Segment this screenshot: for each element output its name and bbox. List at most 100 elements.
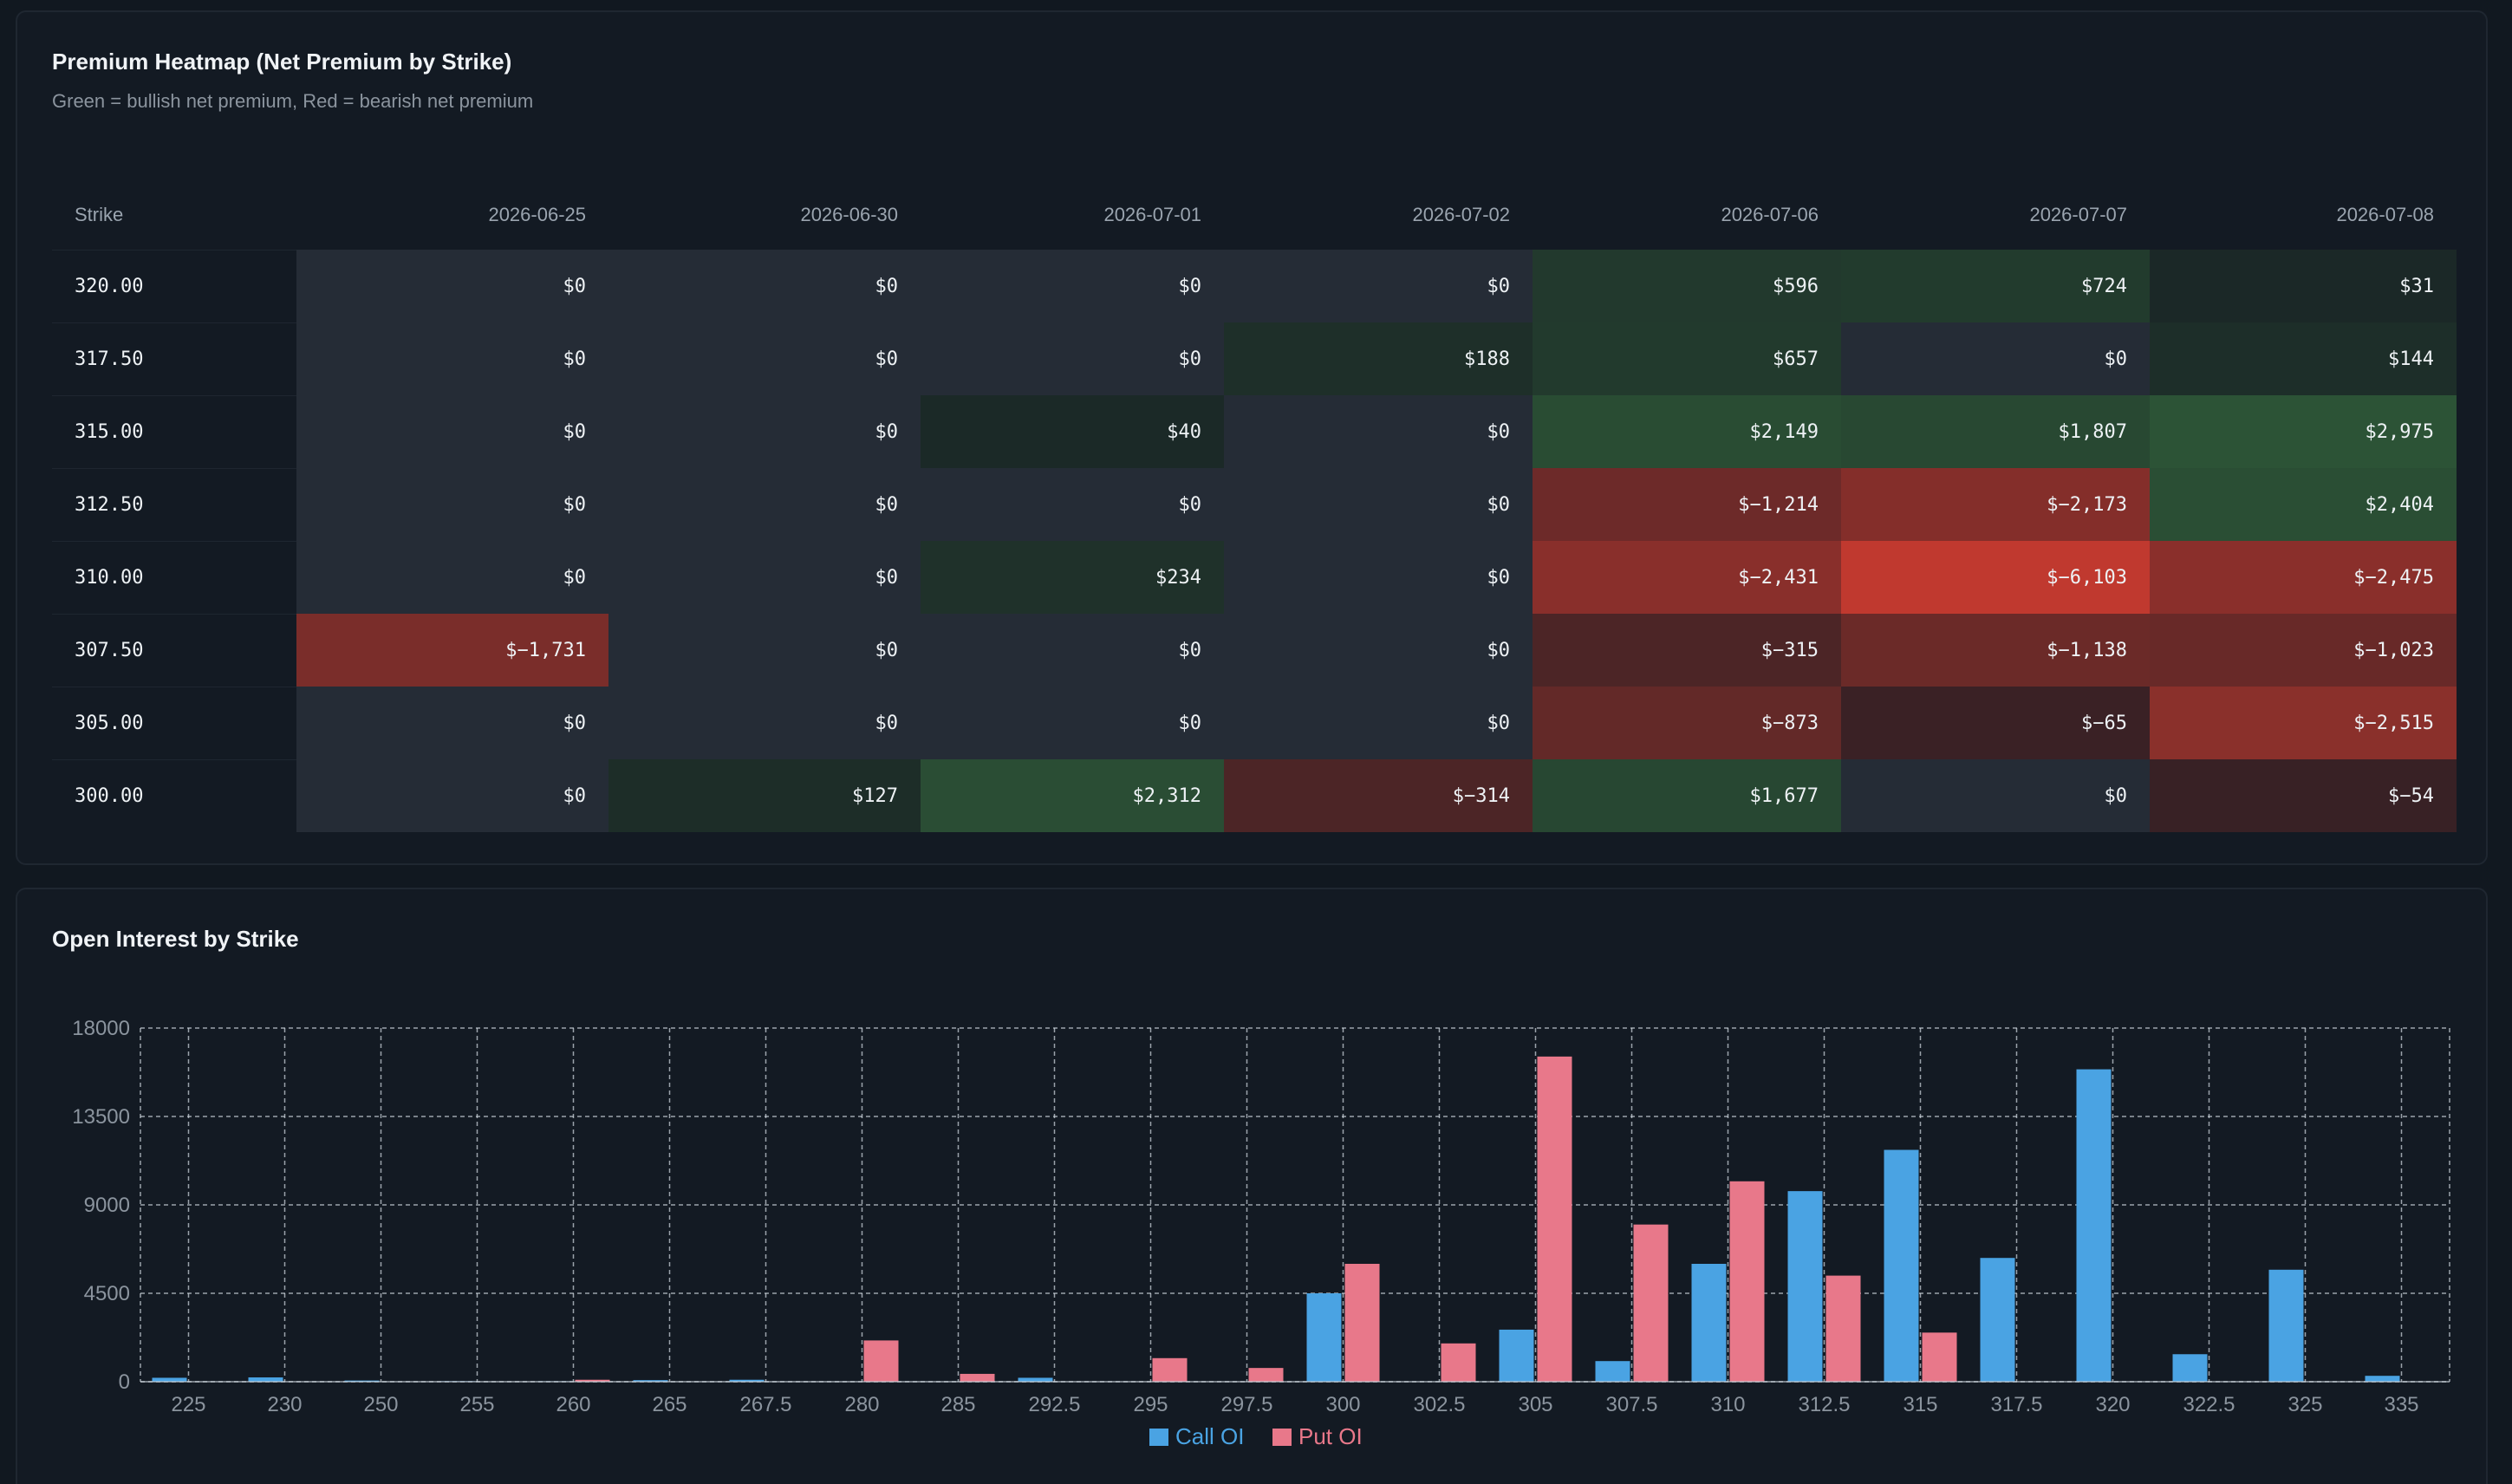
call-oi-bar [633, 1380, 668, 1382]
premium-cell: $−314 [1224, 759, 1533, 832]
open-interest-bar-chart: 0 4500 9000 13500 18000 225 230 250 255 260 265 267… [72, 1017, 2450, 1449]
premium-cell: $0 [296, 395, 608, 468]
premium-cell: $596 [1533, 250, 1841, 322]
premium-cell: $2,975 [2150, 395, 2457, 468]
premium-cell: $−65 [1841, 687, 2150, 759]
legend-call-swatch [1149, 1429, 1168, 1446]
open-interest-card: Open Interest by Strike 0 4500 9000 13500 18… [16, 888, 2488, 1484]
premium-cell: $0 [296, 759, 608, 832]
x-tick-label: 280 [844, 1393, 879, 1416]
premium-cell: $0 [608, 614, 921, 687]
premium-cell: $−315 [1533, 614, 1841, 687]
premium-cell: $31 [2150, 250, 2457, 322]
put-oi-bar [1152, 1357, 1188, 1382]
premium-cell: $0 [1224, 468, 1533, 541]
call-oi-bar [1787, 1191, 1823, 1382]
premium-cell: $2,312 [921, 759, 1224, 832]
premium-cell: $188 [1224, 322, 1533, 395]
premium-cell: $−1,214 [1533, 468, 1841, 541]
put-oi-bar [863, 1340, 899, 1382]
put-oi-bar [1633, 1224, 1669, 1382]
heatmap-row: 320.00 $0 $0 $0 $0 $596 $724 $31 [52, 249, 2457, 322]
premium-cell: $−2,475 [2150, 541, 2457, 614]
x-tick-label: 295 [1133, 1393, 1168, 1416]
premium-cell: $0 [921, 250, 1224, 322]
call-oi-bar [1306, 1293, 1342, 1382]
premium-cell: $−6,103 [1841, 541, 2150, 614]
put-oi-bar [1441, 1343, 1476, 1382]
premium-cell: $−1,023 [2150, 614, 2457, 687]
premium-cell: $0 [608, 250, 921, 322]
premium-cell: $0 [608, 322, 921, 395]
premium-cell: $0 [921, 687, 1224, 759]
y-tick-label: 0 [119, 1370, 130, 1394]
call-oi-bar [248, 1377, 283, 1382]
strike-cell: 312.50 [52, 467, 296, 541]
legend-put-swatch [1272, 1429, 1292, 1446]
premium-cell: $0 [608, 395, 921, 468]
date-column-header: 2026-07-01 [1103, 204, 1201, 225]
premium-cell: $657 [1533, 322, 1841, 395]
x-tick-label: 265 [652, 1393, 687, 1416]
x-tick-label: 317.5 [1990, 1393, 2042, 1416]
premium-cell: $0 [1841, 759, 2150, 832]
premium-cell: $0 [1224, 395, 1533, 468]
premium-cell: $0 [1224, 614, 1533, 687]
heatmap-row: 317.50 $0 $0 $0 $188 $657 $0 $144 [52, 322, 2457, 395]
premium-cell: $0 [921, 614, 1224, 687]
x-tick-label: 320 [2095, 1393, 2130, 1416]
premium-cell: $0 [296, 322, 608, 395]
strike-cell: 320.00 [52, 249, 296, 322]
put-oi-bar [960, 1373, 995, 1382]
premium-cell: $127 [608, 759, 921, 832]
premium-cell: $40 [921, 395, 1224, 468]
x-tick-label: 302.5 [1413, 1393, 1465, 1416]
premium-cell: $144 [2150, 322, 2457, 395]
put-oi-bar [1537, 1056, 1572, 1382]
x-tick-label: 310 [1710, 1393, 1745, 1416]
x-tick-label: 267.5 [739, 1393, 791, 1416]
premium-cell: $724 [1841, 250, 2150, 322]
premium-cell: $0 [1224, 250, 1533, 322]
premium-cell: $0 [921, 468, 1224, 541]
premium-cell: $2,149 [1533, 395, 1841, 468]
call-oi-bar [1018, 1377, 1053, 1382]
premium-heatmap-card: Premium Heatmap (Net Premium by Strike) … [16, 10, 2488, 865]
heatmap-row: 305.00 $0 $0 $0 $0 $−873 $−65 $−2,515 [52, 686, 2457, 759]
put-oi-bar [1248, 1368, 1284, 1382]
strike-column-header: Strike [75, 203, 124, 225]
x-tick-label: 292.5 [1028, 1393, 1080, 1416]
strike-cell: 300.00 [52, 758, 296, 832]
premium-cell: $1,807 [1841, 395, 2150, 468]
put-oi-bar [1825, 1275, 1861, 1382]
premium-cell: $−2,173 [1841, 468, 2150, 541]
premium-cell: $−1,138 [1841, 614, 2150, 687]
premium-cell: $0 [1224, 687, 1533, 759]
put-oi-bar [1729, 1181, 1765, 1382]
premium-cell: $0 [296, 468, 608, 541]
heatmap-header-row: Strike 2026-06-25 2026-06-30 2026-07-01 … [52, 180, 2457, 250]
premium-cell: $0 [608, 541, 921, 614]
strike-cell: 310.00 [52, 540, 296, 614]
x-tick-label: 255 [459, 1393, 494, 1416]
call-oi-bar [2268, 1269, 2304, 1382]
heatmap-row: 307.50 $−1,731 $0 $0 $0 $−315 $−1,138 $−1,023 [52, 613, 2457, 687]
call-oi-bar [2365, 1376, 2400, 1382]
call-oi-bar [1499, 1329, 1534, 1382]
call-oi-bar [2172, 1354, 2208, 1382]
premium-cell: $234 [921, 541, 1224, 614]
put-oi-bar [1922, 1332, 1957, 1382]
x-tick-label: 325 [2287, 1393, 2322, 1416]
heatmap-row: 312.50 $0 $0 $0 $0 $−1,214 $−2,173 $2,404 [52, 467, 2457, 541]
premium-cell: $0 [1841, 322, 2150, 395]
heatmap-title: Premium Heatmap (Net Premium by Strike) [52, 49, 512, 75]
date-column-header: 2026-07-08 [2336, 204, 2434, 225]
x-tick-label: 250 [363, 1393, 398, 1416]
premium-heatmap-table: Strike 2026-06-25 2026-06-30 2026-07-01 … [52, 180, 2457, 832]
y-tick-label: 9000 [84, 1194, 130, 1217]
strike-cell: 317.50 [52, 322, 296, 395]
date-column-header: 2026-07-02 [1412, 204, 1510, 225]
strike-cell: 305.00 [52, 686, 296, 759]
x-tick-label: 305 [1518, 1393, 1552, 1416]
put-oi-bar [575, 1379, 610, 1382]
